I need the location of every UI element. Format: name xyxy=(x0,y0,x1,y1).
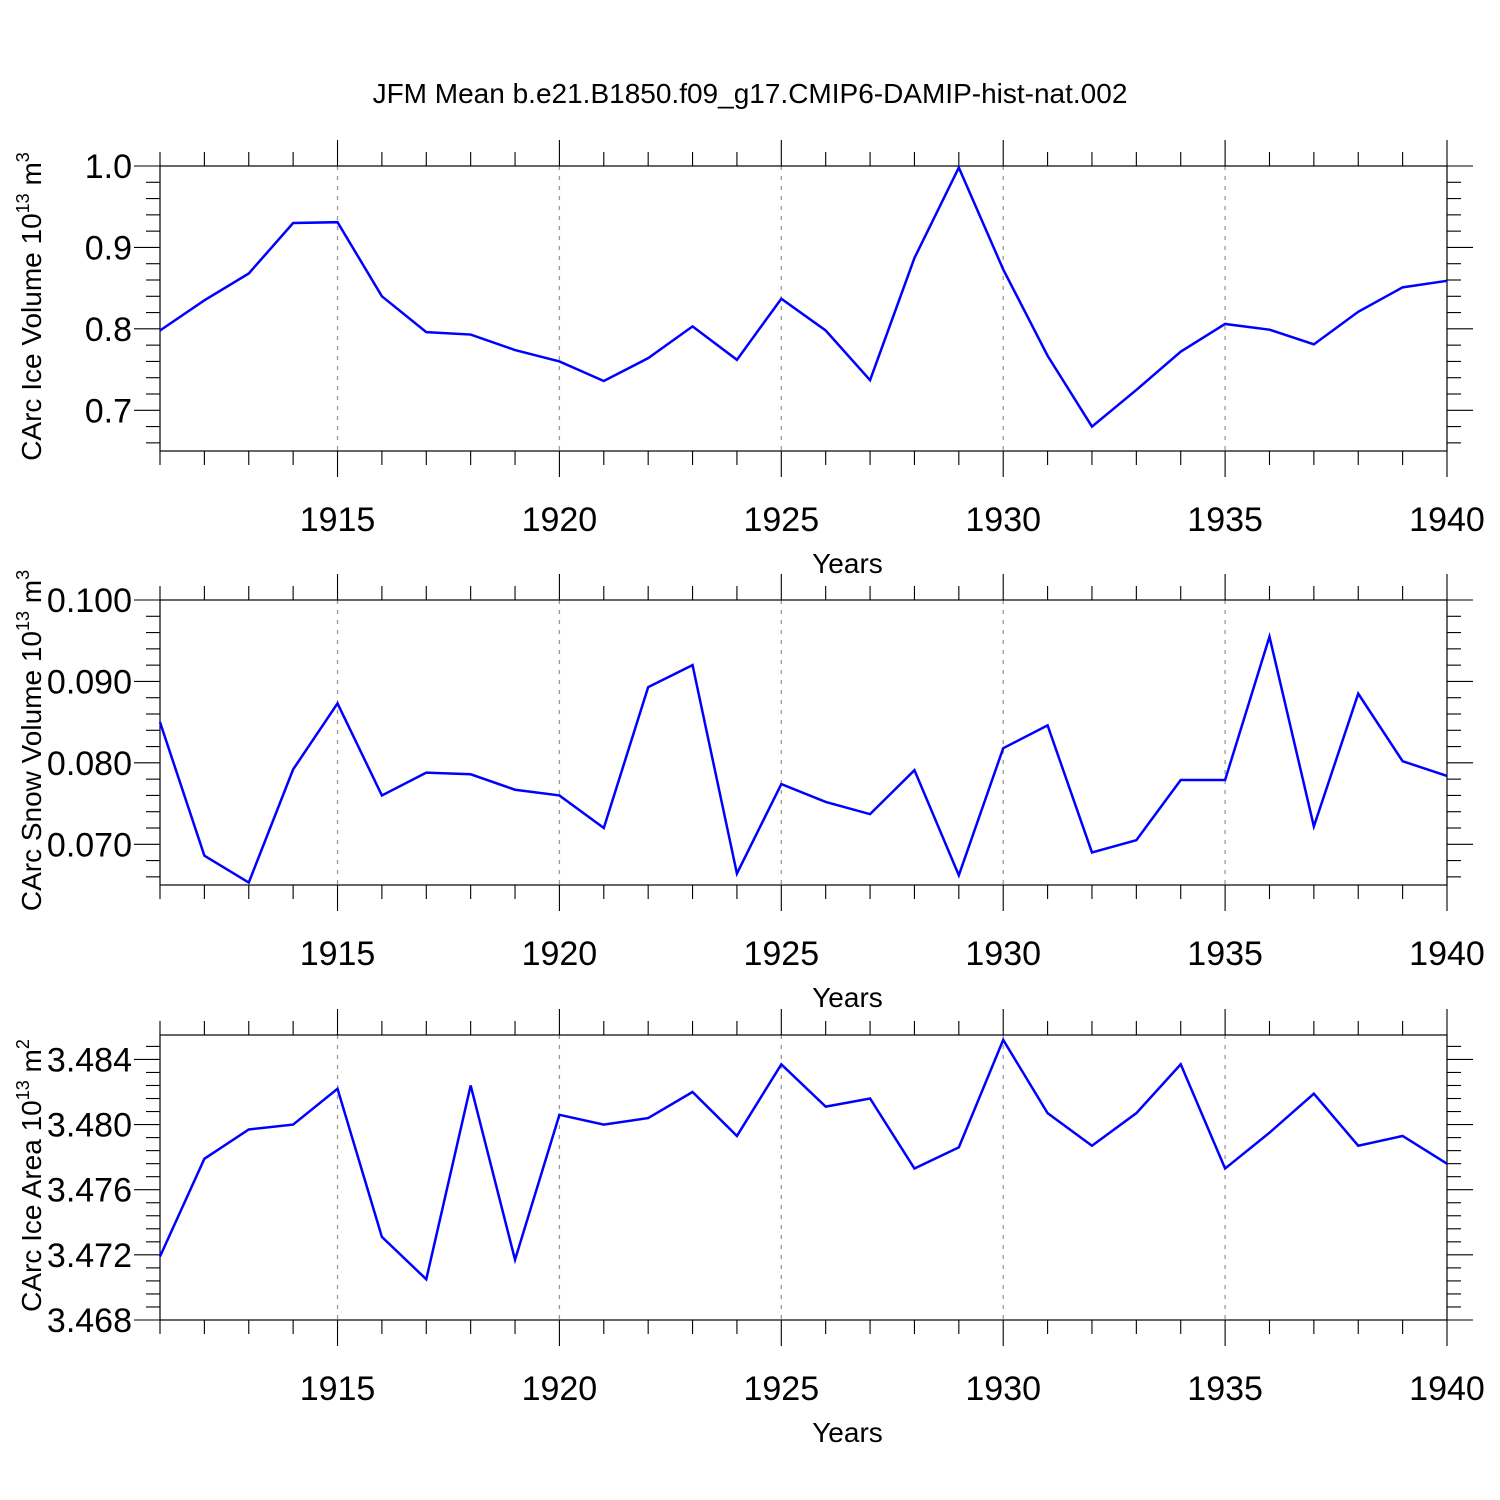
x-axis-title: Years xyxy=(812,1417,883,1448)
y-tick-label: 0.100 xyxy=(47,582,132,620)
x-tick-label: 1935 xyxy=(1187,935,1263,973)
y-axis-title: CArc Ice Volume 1013 m3 xyxy=(13,152,47,461)
chart-panels: 1915 1920 1925 1930 1935 1940 0.7 0.8 0.9 1.0 Year… xyxy=(13,140,1485,1448)
plot-frame xyxy=(159,165,1448,452)
y-tick-label: 0.080 xyxy=(47,745,132,783)
x-tick-label: 1920 xyxy=(522,1370,598,1408)
y-tick-label: 3.484 xyxy=(47,1041,132,1079)
x-tick-label: 1935 xyxy=(1187,501,1263,539)
x-tick-label: 1920 xyxy=(522,935,598,973)
y-tick-label: 0.090 xyxy=(47,663,132,701)
y-tick-label: 3.472 xyxy=(47,1237,132,1275)
figure-title: JFM Mean b.e21.B1850.f09_g17.CMIP6-DAMIP… xyxy=(373,78,1128,109)
y-tick-label: 3.468 xyxy=(47,1302,132,1340)
x-tick-label: 1920 xyxy=(522,501,598,539)
chart-panel-2: 1915 1920 1925 1930 1935 1940 0.070 0.080 0.090 0… xyxy=(13,570,1485,1013)
y-axis-title: CArc Ice Area 1013 m2 xyxy=(13,1039,47,1312)
series-line-1 xyxy=(158,1037,1448,1282)
y-tick-label: 0.7 xyxy=(85,392,132,430)
y-tick-label: 0.070 xyxy=(47,826,132,864)
x-tick-label: 1930 xyxy=(965,501,1041,539)
plot-frame xyxy=(159,599,1448,886)
x-tick-label: 1925 xyxy=(743,935,819,973)
x-tick-label: 1925 xyxy=(743,1370,819,1408)
x-tick-label: 1925 xyxy=(743,501,819,539)
x-tick-label: 1915 xyxy=(300,1370,376,1408)
y-tick-label: 1.0 xyxy=(85,148,132,186)
chart-panel-1: 1915 1920 1925 1930 1935 1940 0.7 0.8 0.9 1.0 Year… xyxy=(13,140,1485,579)
y-tick-label: 0.8 xyxy=(85,311,132,349)
x-tick-label: 1940 xyxy=(1409,501,1485,539)
chart-panel-3: 1915 1920 1925 1930 1935 1940 3.468 3.472 3.476 3… xyxy=(13,1009,1485,1448)
x-axis-title: Years xyxy=(812,982,883,1013)
x-tick-label: 1940 xyxy=(1409,1370,1485,1408)
y-tick-label: 3.480 xyxy=(47,1107,132,1145)
x-tick-label: 1935 xyxy=(1187,1370,1263,1408)
x-axis-title: Years xyxy=(812,548,883,579)
y-tick-label: 0.9 xyxy=(85,229,132,267)
y-axis-title: CArc Snow Volume 1013 m3 xyxy=(13,570,47,911)
x-tick-label: 1930 xyxy=(965,1370,1041,1408)
x-tick-label: 1915 xyxy=(300,935,376,973)
x-tick-label: 1930 xyxy=(965,935,1041,973)
x-tick-label: 1915 xyxy=(300,501,376,539)
y-tick-label: 3.476 xyxy=(47,1172,132,1210)
plot-frame xyxy=(159,1034,1448,1321)
series-line-1 xyxy=(158,631,1448,885)
series-line-1 xyxy=(159,164,1448,429)
x-tick-label: 1940 xyxy=(1409,935,1485,973)
